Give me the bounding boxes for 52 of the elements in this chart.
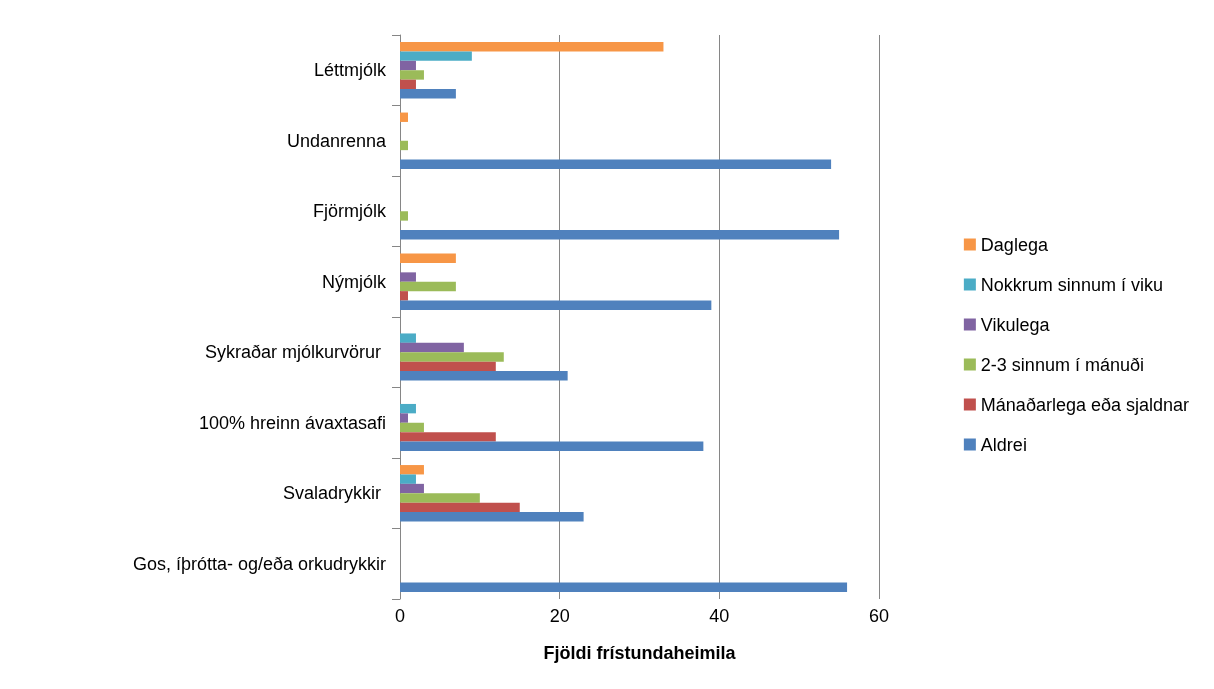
bar [400,230,840,240]
bar [400,432,496,442]
bar [400,300,712,310]
bar [400,371,568,381]
bar [400,60,416,71]
bar [400,42,664,52]
bar [400,502,520,513]
bar [400,51,472,61]
bar [400,441,704,451]
bar [400,342,464,353]
legend-label: 2-3 sinnum í mánuði [980,354,1144,375]
y-tick-label: Sykraðar mjólkurvörur [204,342,386,363]
y-tick-label: Léttmjólk [313,60,387,81]
x-tick-label: 60 [868,606,890,626]
bar [400,272,416,282]
bar [400,403,416,414]
bar [400,70,424,80]
bar [400,333,416,343]
x-tick-label: 40 [709,606,730,626]
bar [400,512,584,522]
x-axis-title: Fjöldi frístundaheimila [543,643,737,663]
bar [400,253,456,263]
bar [400,281,456,292]
x-tick-label: 20 [549,606,570,626]
y-tick-label: Undanrenna [286,130,387,151]
bar [400,112,408,122]
bar [400,422,424,433]
y-tick-label: Nýmjólk [321,271,387,292]
bar [400,159,832,169]
bar [400,474,416,484]
bar [400,493,480,503]
bar [400,211,408,221]
bar [400,465,424,475]
bar [400,79,416,90]
bar [400,291,408,301]
legend-label: Vikulega [980,314,1051,335]
bar [400,582,848,592]
bar [400,483,424,494]
bar [400,352,504,362]
y-tick-label: Fjörmjólk [312,201,387,222]
bar [400,361,496,372]
bar [400,89,456,99]
x-tick-label: 0 [394,606,406,626]
bar [400,140,408,151]
legend-label: Aldrei [980,434,1027,455]
bar [400,413,408,423]
legend-label: Daglega [980,234,1049,255]
y-tick-label: Svaladrykkir [282,483,386,504]
y-tick-label: Gos, íþrótta- og/eða orkudrykkir [132,553,386,574]
y-tick-label: 100% hreinn ávaxtasafi [198,412,386,433]
legend-label: Mánaðarlega eða sjaldnar [980,394,1190,415]
legend-label: Nokkrum sinnum í viku [980,274,1163,295]
